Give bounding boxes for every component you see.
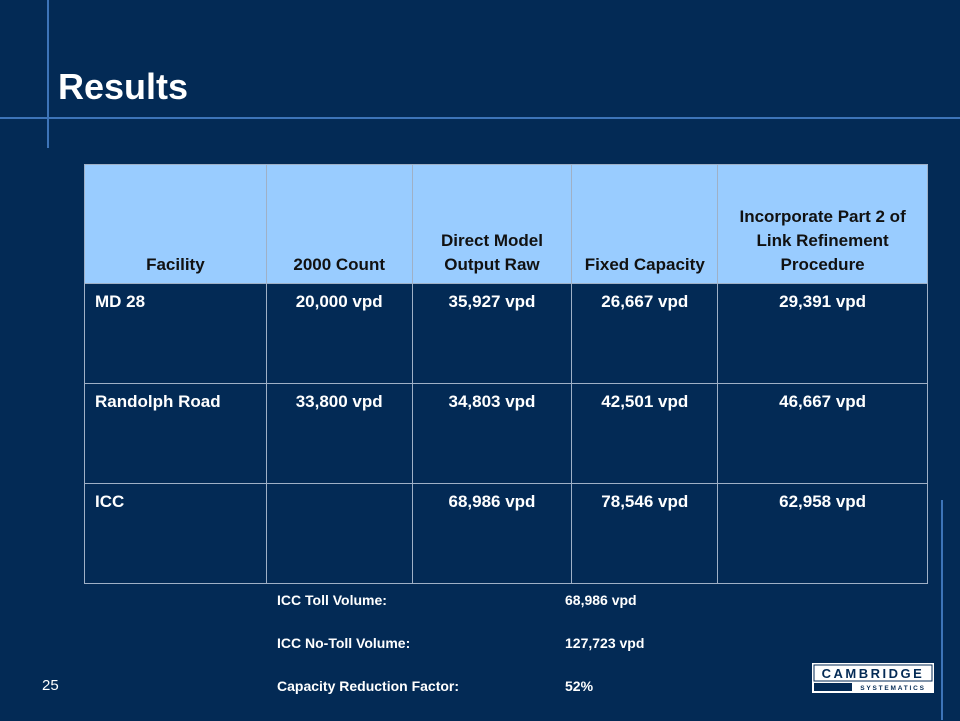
table-header-row: Facility 2000 Count Direct Model Output … [84, 164, 928, 284]
note-label: ICC No-Toll Volume: [277, 635, 411, 651]
cell-2000-count: 20,000 vpd [265, 283, 413, 384]
cell-fixed-capacity: 26,667 vpd [571, 283, 719, 384]
header-direct-model-output: Direct Model Output Raw [411, 164, 573, 284]
cambridge-systematics-logo: CAMBRIDGE SYSTEMATICS [812, 663, 934, 693]
note-label: Capacity Reduction Factor: [277, 678, 460, 694]
cell-facility: Randolph Road [84, 383, 267, 484]
cell-2000-count: 33,800 vpd [265, 383, 413, 484]
slide-title: Results [58, 66, 189, 107]
cell-facility: MD 28 [84, 283, 267, 384]
note-label: ICC Toll Volume: [277, 592, 387, 608]
results-table: Facility 2000 Count Direct Model Output … [84, 164, 928, 584]
table-row: Randolph Road 33,800 vpd 34,803 vpd 42,5… [84, 383, 928, 484]
logo-tagline: SYSTEMATICS [860, 685, 926, 692]
cell-2000-count [265, 483, 413, 584]
cell-link-refinement: 46,667 vpd [717, 383, 928, 484]
cell-facility: ICC [84, 483, 267, 584]
header-facility: Facility [84, 164, 267, 284]
cell-fixed-capacity: 42,501 vpd [571, 383, 719, 484]
page-number: 25 [42, 677, 59, 694]
logo-name: CAMBRIDGE [822, 666, 925, 681]
table-row: ICC 68,986 vpd 78,546 vpd 62,958 vpd [84, 483, 928, 584]
cell-link-refinement: 62,958 vpd [717, 483, 928, 584]
cell-direct-model: 35,927 vpd [411, 283, 573, 384]
table-row: MD 28 20,000 vpd 35,927 vpd 26,667 vpd 2… [84, 283, 928, 384]
note-value: 127,723 vpd [565, 635, 645, 651]
cell-direct-model: 34,803 vpd [411, 383, 573, 484]
cell-direct-model: 68,986 vpd [411, 483, 573, 584]
note-value: 68,986 vpd [565, 592, 637, 608]
header-fixed-capacity: Fixed Capacity [571, 164, 719, 284]
header-2000-count: 2000 Count [265, 164, 413, 284]
cell-fixed-capacity: 78,546 vpd [571, 483, 719, 584]
decorative-horizontal-line [0, 117, 960, 119]
decorative-vertical-line-right [941, 500, 943, 720]
cell-link-refinement: 29,391 vpd [717, 283, 928, 384]
note-value: 52% [565, 678, 594, 694]
decorative-vertical-line [47, 0, 49, 148]
header-link-refinement: Incorporate Part 2 of Link Refinement Pr… [717, 164, 928, 284]
